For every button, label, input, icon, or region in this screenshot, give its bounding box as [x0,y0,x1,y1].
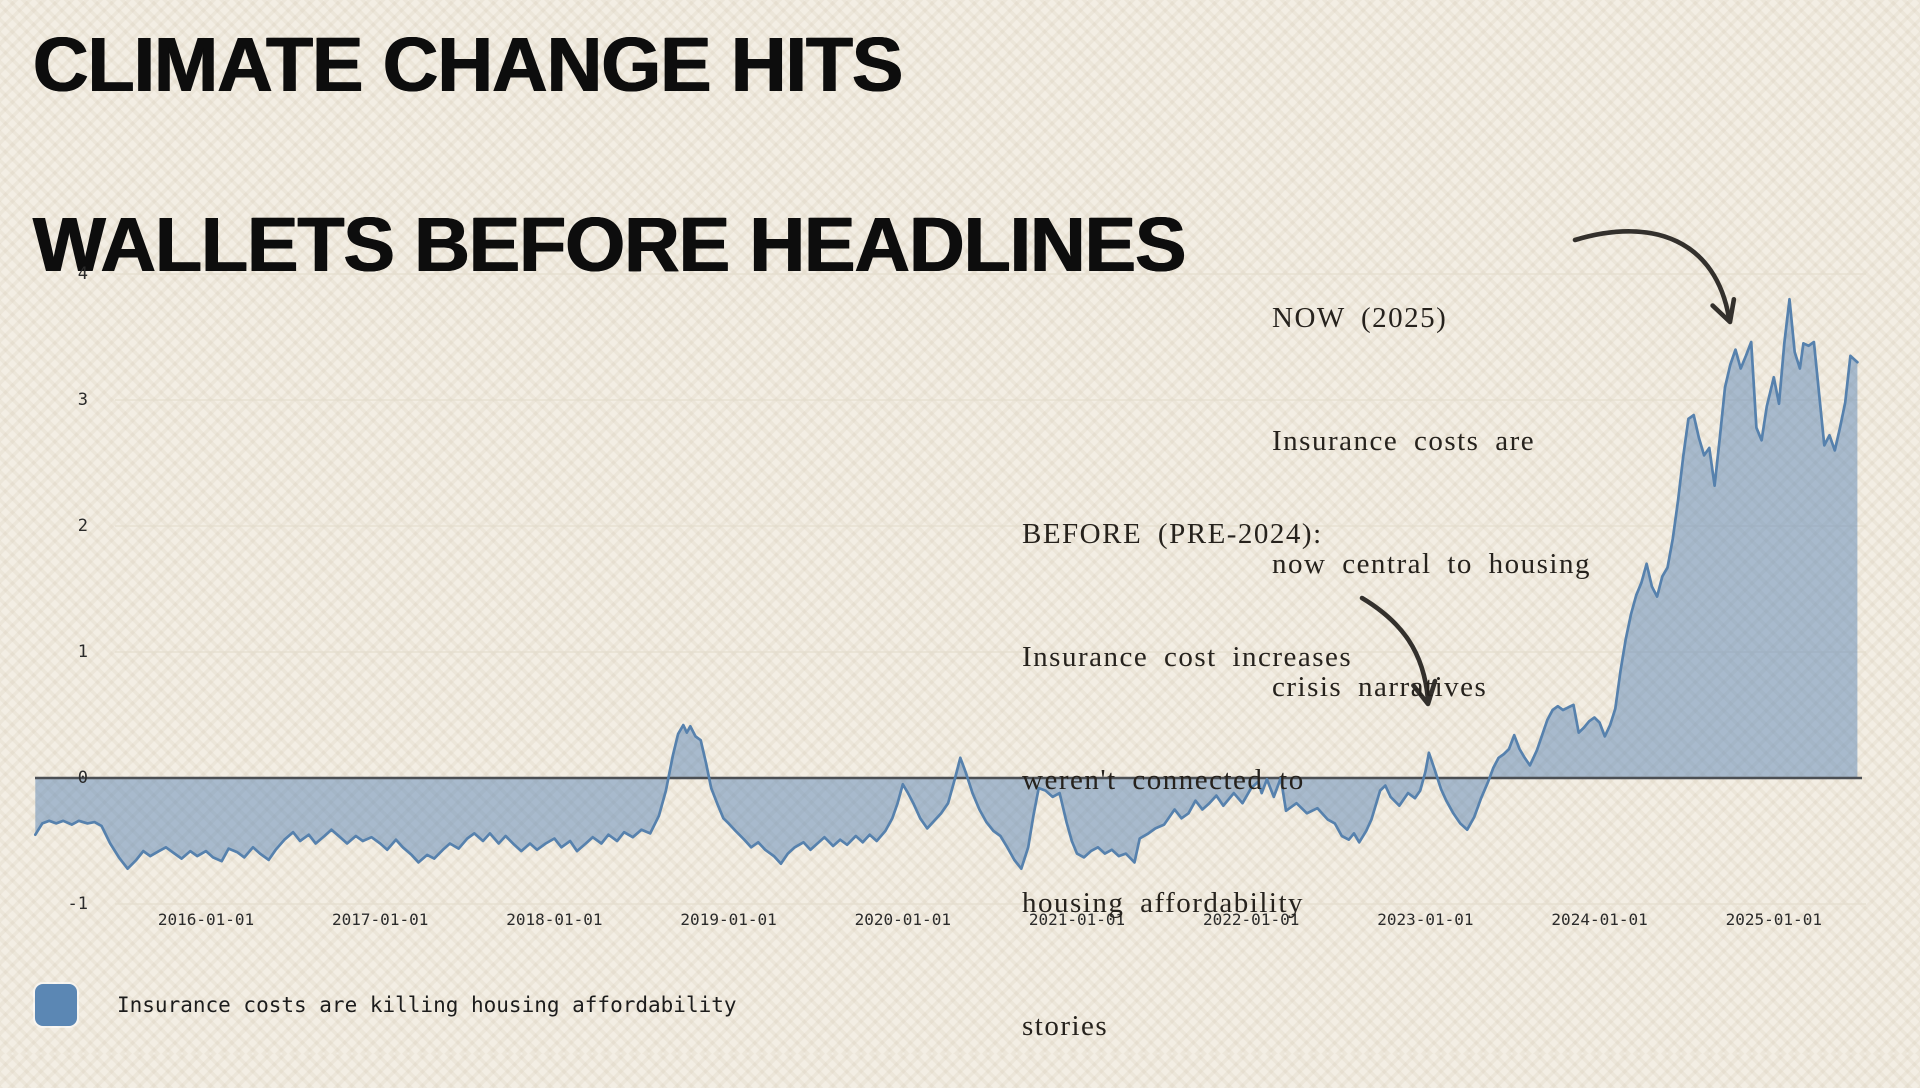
annotation-before-line: stories [1022,1010,1109,1042]
y-tick-label: 3 [77,390,88,410]
x-tick-label: 2024-01-01 [1551,910,1648,929]
annotation-before: BEFORE (PRE-2024): Insurance cost increa… [1022,432,1352,1088]
x-tick-label: 2017-01-01 [332,910,429,929]
annotation-now-line: Insurance costs are [1272,425,1536,457]
x-tick-label: 2019-01-01 [680,910,777,929]
before-annotation-arrow [1359,595,1438,707]
legend-label: Insurance costs are killing housing affo… [117,993,737,1017]
annotation-now: NOW (2025) Insurance costs are now centr… [1272,216,1591,749]
y-tick-label: 4 [77,264,88,284]
area-chart [33,229,1866,905]
annotation-before-line: BEFORE (PRE-2024): [1022,518,1323,550]
x-tick-label: 2021-01-01 [1028,910,1126,929]
page-title-line2: WALLETS BEFORE HEADLINES [33,202,1186,288]
page-title-line1: CLIMATE CHANGE HITS [33,22,903,108]
series-line [33,297,1859,871]
now-annotation-arrow [1572,229,1737,325]
legend-swatch [35,984,77,1026]
page: { "page": { "title_line1": "CLIMATE CHAN… [0,0,1920,1054]
x-tick-label: 2016-01-01 [157,910,255,929]
x-tick-label: 2023-01-01 [1377,910,1474,929]
y-tick-label: 2 [77,516,88,536]
page-title: CLIMATE CHANGE HITS WALLETS BEFORE HEADL… [33,20,1186,290]
y-tick-label: -1 [67,894,88,914]
y-tick-label: 0 [77,768,88,788]
series-area [35,299,1858,869]
annotation-now-line: now central to housing [1272,548,1591,580]
y-tick-label: 1 [77,642,88,662]
annotation-before-line: Insurance cost increases [1022,641,1353,673]
x-tick-label: 2022-01-01 [1203,910,1300,929]
x-tick-label: 2025-01-01 [1725,910,1822,929]
annotation-before-line: housing affordability [1022,887,1305,919]
x-tick-label: 2020-01-01 [854,910,951,929]
annotation-now-line: crisis narratives [1272,671,1488,703]
annotation-now-line: NOW (2025) [1272,302,1448,334]
x-tick-label: 2018-01-01 [506,910,603,929]
annotation-before-line: weren't connected to [1022,764,1305,796]
legend: Insurance costs are killing housing affo… [35,984,737,1026]
